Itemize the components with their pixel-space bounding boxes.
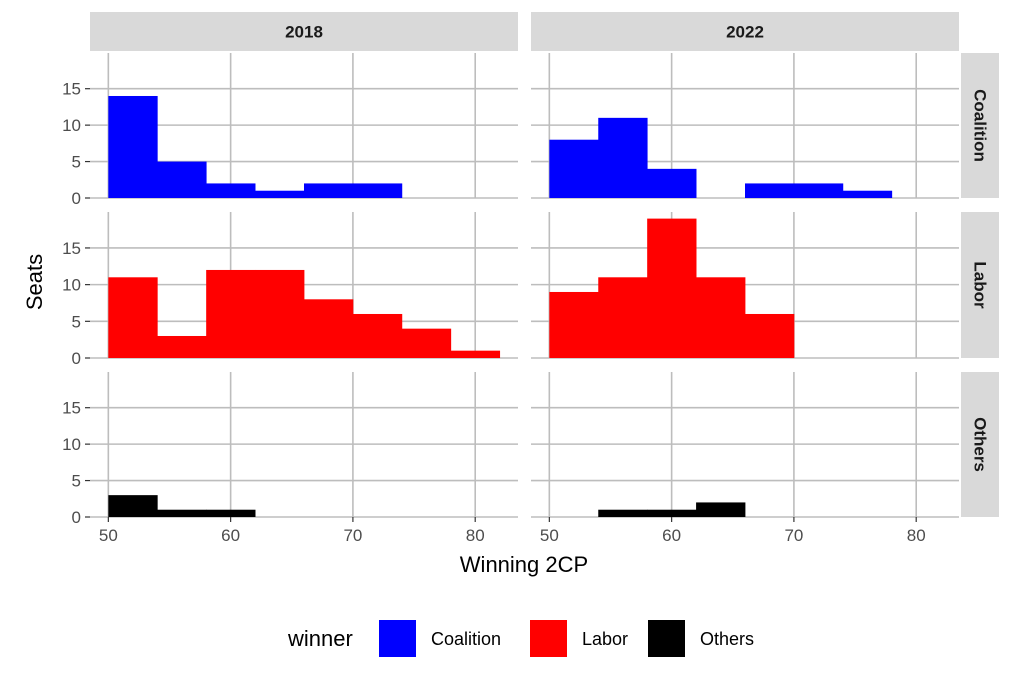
strip-bg-labor: [961, 212, 999, 358]
bar-2022-coalition-74: [842, 190, 893, 198]
bar-2022-labor-54: [598, 277, 648, 358]
bar-2018-coalition-54: [157, 161, 207, 198]
legend-items: Coalition Labor Others: [379, 620, 754, 657]
bar-2018-coalition-58: [206, 183, 256, 198]
bar-2022-coalition-58: [647, 168, 697, 198]
y-axis-ticks: 0 5 10 15 0 5 10 15 0 5 10 15: [62, 80, 90, 527]
facet-panels: [90, 53, 959, 518]
bar-2022-labor-50: [549, 291, 599, 358]
x-axis-title: Winning 2CP: [460, 552, 588, 577]
strip-bg-others: [961, 372, 999, 517]
bar-2018-labor-58: [206, 269, 256, 358]
bar-2022-labor-66: [745, 313, 795, 358]
strip-label-coalition: Coalition: [971, 89, 990, 162]
y-tick-label-coalition-0: 0: [72, 189, 81, 208]
bar-2018-coalition-62: [255, 190, 305, 198]
panel-2018-coalition: [90, 53, 518, 199]
strip-bg-coalition: [961, 53, 999, 198]
x-tick-label-2022-50: 50: [540, 526, 559, 545]
bar-2022-others-62: [696, 502, 746, 517]
strip-bg-2018: [90, 12, 518, 51]
panel-2018-labor: [90, 212, 518, 359]
panel-2022-others: [531, 372, 959, 518]
panel-2018-others: [90, 372, 518, 518]
bar-2022-coalition-66: [745, 183, 795, 198]
strip-label-2018: 2018: [285, 23, 323, 42]
bar-2018-coalition-50: [108, 95, 158, 198]
y-tick-label-coalition-15: 15: [62, 80, 81, 99]
x-tick-label-2022-70: 70: [784, 526, 803, 545]
bar-2018-labor-66: [304, 299, 354, 358]
x-tick-label-2018-60: 60: [221, 526, 240, 545]
x-tick-label-2022-60: 60: [662, 526, 681, 545]
bar-2022-coalition-50: [549, 139, 599, 198]
y-tick-label-coalition-10: 10: [62, 116, 81, 135]
bar-2022-others-58: [647, 509, 697, 517]
column-strips: 2018 2022: [90, 12, 959, 51]
bar-2022-coalition-54: [598, 117, 648, 198]
legend-title: winner: [287, 626, 353, 651]
legend-key-coalition: [379, 620, 416, 657]
strip-bg-2022: [531, 12, 959, 51]
y-tick-label-others-0: 0: [72, 508, 81, 527]
y-tick-label-labor-0: 0: [72, 349, 81, 368]
row-strips: Coalition Labor Others: [961, 53, 999, 517]
strip-label-2022: 2022: [726, 23, 764, 42]
bar-2018-coalition-70: [352, 183, 403, 198]
bar-2018-others-50: [108, 495, 158, 517]
bar-2018-labor-54: [157, 335, 207, 358]
y-tick-label-labor-10: 10: [62, 276, 81, 295]
legend-label-labor: Labor: [582, 629, 628, 649]
x-tick-label-2018-50: 50: [99, 526, 118, 545]
strip-label-others: Others: [971, 417, 990, 472]
y-tick-label-others-10: 10: [62, 435, 81, 454]
legend: winner Coalition Labor Others: [287, 620, 754, 657]
legend-label-others: Others: [700, 629, 754, 649]
y-tick-label-others-5: 5: [72, 472, 81, 491]
bar-2022-labor-58: [647, 218, 697, 358]
bar-2018-others-54: [157, 509, 207, 517]
bar-2018-labor-62: [255, 269, 305, 358]
y-tick-label-others-15: 15: [62, 399, 81, 418]
legend-key-labor: [530, 620, 567, 657]
panel-2022-coalition: [531, 53, 959, 199]
bar-2022-coalition-70: [793, 183, 844, 198]
bar-2022-labor-62: [696, 277, 746, 358]
bar-2018-labor-50: [108, 277, 158, 358]
legend-label-coalition: Coalition: [431, 629, 501, 649]
bar-2018-coalition-66: [304, 183, 354, 198]
bar-2018-others-58: [206, 509, 256, 517]
bar-2018-labor-74: [401, 328, 452, 358]
bar-2018-labor-70: [352, 313, 403, 358]
x-axis-ticks: 50 60 70 80 50 60 70 80: [99, 517, 926, 545]
y-tick-label-coalition-5: 5: [72, 153, 81, 172]
x-tick-label-2018-70: 70: [343, 526, 362, 545]
legend-key-others: [648, 620, 685, 657]
y-tick-label-labor-15: 15: [62, 239, 81, 258]
strip-label-labor: Labor: [971, 261, 990, 309]
bar-2022-others-54: [598, 509, 648, 517]
panel-2022-labor: [531, 212, 959, 359]
bar-2018-labor-78: [450, 350, 501, 358]
x-tick-label-2018-80: 80: [466, 526, 485, 545]
y-tick-label-labor-5: 5: [72, 312, 81, 331]
x-tick-label-2022-80: 80: [907, 526, 926, 545]
y-axis-title: Seats: [22, 254, 47, 310]
